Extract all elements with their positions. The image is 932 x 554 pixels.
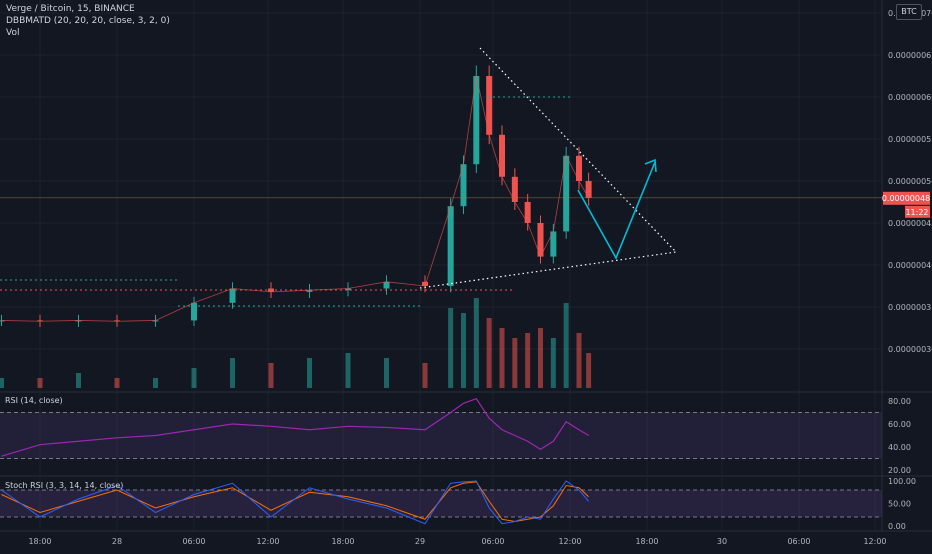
volume-bar — [345, 353, 351, 388]
volume-bar — [563, 303, 569, 388]
candle-body — [563, 155, 570, 232]
projection-path — [577, 161, 656, 260]
volume-bar — [268, 363, 274, 388]
volume-bar — [499, 328, 505, 388]
price-tick-label: 0.00000065 — [888, 51, 932, 60]
volume-bar — [230, 358, 235, 388]
time-tick-label: 12:00 — [256, 537, 279, 546]
symbol-title[interactable]: Verge / Bitcoin, 15, BINANCE — [6, 4, 135, 14]
candle-body — [499, 134, 505, 177]
candle-body — [576, 155, 582, 181]
stoch-tick-label: 0.00 — [888, 522, 906, 531]
time-tick-label: 06:00 — [182, 537, 205, 546]
candle-body — [191, 302, 197, 321]
price-line — [1, 75, 589, 322]
volume-bar — [448, 308, 454, 388]
candle-body — [585, 181, 592, 198]
rsi-tick-label: 80.00 — [888, 397, 911, 406]
rsi-tick-label: 60.00 — [888, 420, 911, 429]
time-tick-label: 06:00 — [481, 537, 504, 546]
price-tick-label: 0.00000050 — [888, 177, 932, 186]
candle-body — [345, 288, 351, 291]
candle-body — [511, 176, 518, 202]
stoch-band-fill — [0, 490, 882, 517]
time-tick-label: 30 — [717, 537, 727, 546]
countdown-badge — [905, 205, 930, 218]
current-price-label: 0.00000048 — [882, 194, 930, 203]
stoch-title: Stoch RSI (3, 3, 14, 14, close) — [5, 481, 123, 490]
current-price-badge — [883, 191, 930, 205]
time-tick-label: 12:00 — [558, 537, 581, 546]
stoch-tick-label: 50.00 — [888, 500, 911, 509]
price-tick-label: 0.00000030 — [888, 345, 932, 354]
stoch-tick-label: 100.00 — [888, 477, 916, 486]
volume-bar — [37, 378, 43, 388]
rsi-tick-label: 40.00 — [888, 443, 911, 452]
volume-bar — [550, 338, 556, 388]
candle-body — [537, 223, 544, 257]
volume-bar — [384, 358, 389, 388]
volume-bar — [114, 378, 120, 388]
candle-body — [473, 76, 480, 165]
time-tick-label: 18:00 — [331, 537, 354, 546]
projection-arrowhead — [644, 158, 657, 173]
candle-body — [447, 206, 454, 286]
candle-body — [0, 320, 5, 322]
volume-bar — [191, 368, 197, 388]
rsi-title: RSI (14, close) — [5, 396, 63, 405]
rsi-tick-label: 20.00 — [888, 466, 911, 475]
volume-bar — [576, 333, 582, 388]
time-tick-label: 12:00 — [863, 537, 886, 546]
volume-bar — [486, 318, 492, 388]
countdown-label: 11:22 — [905, 208, 928, 217]
volume-bar — [153, 378, 158, 388]
volume-bar — [512, 338, 518, 388]
price-tick-label: 0.00000045 — [888, 219, 932, 228]
indicator-dbbmatd[interactable]: DBBMATD (20, 20, 20, close, 3, 2, 0) — [6, 16, 170, 26]
candle-body — [486, 76, 493, 135]
time-tick-label: 18:00 — [28, 537, 51, 546]
indicator-vol[interactable]: Vol — [6, 28, 20, 38]
volume-bar — [461, 313, 466, 388]
candle-body — [75, 320, 82, 322]
volume-bar — [525, 333, 531, 388]
candle-body — [152, 320, 159, 322]
volume-bar — [586, 353, 592, 388]
time-tick-label: 29 — [415, 537, 425, 546]
candle-body — [460, 164, 467, 207]
rsi-line — [1, 397, 589, 457]
volume-bar — [307, 358, 312, 388]
price-tick-label: 0.00000060 — [888, 93, 932, 102]
candle-body — [229, 288, 236, 303]
price-tick-label: 0.00000035 — [888, 303, 932, 312]
stoch-k-line — [1, 480, 590, 525]
candle-body — [383, 281, 390, 289]
price-tick-label: 0.00000040 — [888, 261, 932, 270]
time-tick-label: 18:00 — [635, 537, 658, 546]
candle-body — [524, 202, 531, 223]
candle-body — [550, 231, 557, 257]
currency-badge[interactable]: BTC — [896, 4, 922, 20]
volume-bar — [473, 298, 479, 388]
volume-bar — [76, 373, 81, 388]
candle-body — [422, 281, 428, 286]
volume-bar — [422, 363, 428, 388]
volume-bar — [0, 378, 4, 388]
time-tick-label: 28 — [112, 537, 122, 546]
volume-bar — [538, 328, 543, 388]
candle-body — [306, 290, 313, 292]
wedge-lower-line — [419, 251, 677, 289]
price-tick-label: 0.00000055 — [888, 135, 932, 144]
time-tick-label: 06:00 — [787, 537, 810, 546]
